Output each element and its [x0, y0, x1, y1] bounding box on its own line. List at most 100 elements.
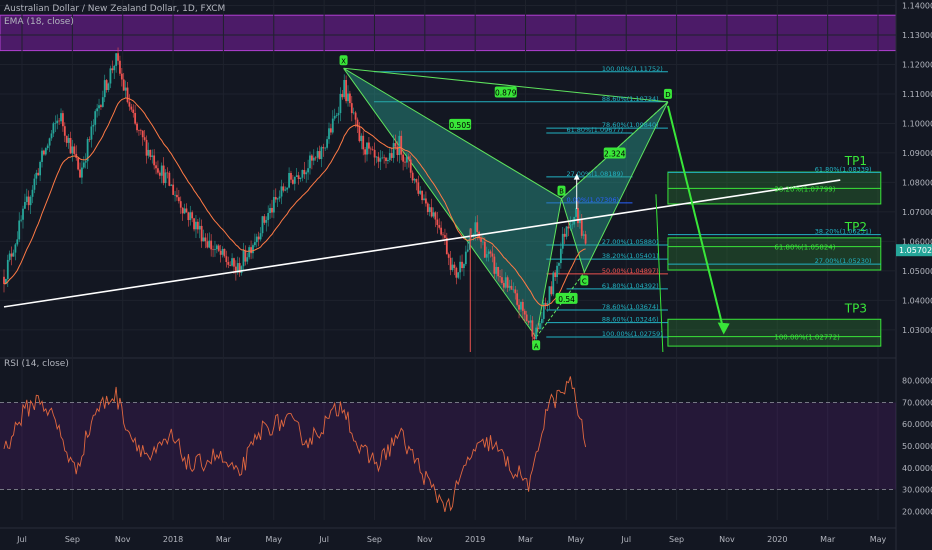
- candle-body: [170, 184, 173, 186]
- candle-body: [231, 258, 233, 266]
- candle-body: [177, 197, 180, 202]
- candle-body: [132, 109, 135, 113]
- candle-body: [253, 242, 256, 246]
- candle-body: [523, 310, 526, 315]
- ema-legend[interactable]: EMA (18, close): [4, 17, 74, 27]
- candle-body: [575, 208, 577, 217]
- candle-body: [440, 227, 443, 235]
- candle-body: [495, 266, 498, 274]
- candle-body: [183, 208, 186, 214]
- pattern-point-box: [663, 88, 672, 99]
- candle-body: [79, 169, 81, 178]
- candle-body: [341, 93, 344, 98]
- candle-body: [257, 236, 260, 240]
- candle-body: [577, 208, 579, 224]
- pattern-xd: [343, 67, 668, 103]
- candle-body: [272, 197, 275, 213]
- pattern-point-label: B: [559, 188, 564, 196]
- candle-body: [63, 126, 66, 136]
- candle-body: [301, 169, 304, 178]
- candle-body: [400, 135, 403, 155]
- target-label: TP3: [844, 301, 867, 315]
- candle-body: [368, 142, 370, 149]
- symbol-title[interactable]: Australian Dollar / New Zealand Dollar, …: [4, 4, 226, 14]
- candle-body: [493, 256, 496, 274]
- pattern-point-label: A: [534, 342, 539, 350]
- candle-body: [267, 212, 270, 221]
- candle-body: [413, 179, 416, 181]
- time-tick-label: May: [265, 535, 282, 544]
- candle-body: [396, 146, 399, 156]
- projection-arrow: [666, 105, 725, 331]
- price-tick-label: 1.03000: [902, 326, 932, 335]
- ratio-label: 0.54: [558, 295, 575, 304]
- candle-body: [37, 172, 40, 176]
- candle-body: [162, 165, 165, 184]
- candle-body: [67, 137, 70, 143]
- candle-body: [518, 304, 520, 310]
- candle-body: [41, 150, 43, 162]
- candle-body: [6, 259, 9, 279]
- candle-body: [409, 159, 412, 173]
- candle-body: [52, 123, 55, 134]
- candle-body: [246, 257, 249, 262]
- ratio-box: [555, 292, 578, 304]
- candle-body: [356, 119, 359, 127]
- candle-body: [329, 128, 332, 133]
- candle-body: [134, 112, 137, 124]
- candle-body: [27, 196, 30, 206]
- candle-body: [82, 162, 85, 168]
- time-tick-label: Jul: [620, 535, 631, 544]
- candle-body: [261, 216, 264, 234]
- candle-body: [295, 175, 298, 177]
- candle-body: [286, 187, 289, 190]
- time-tick-label: Mar: [216, 535, 232, 544]
- candle-body: [151, 155, 154, 157]
- candle-body: [115, 53, 118, 66]
- candle-body: [347, 93, 349, 102]
- candle-body: [126, 87, 129, 103]
- candle-body: [364, 149, 367, 155]
- rsi-tick-label: 70.0000: [902, 398, 932, 407]
- rsi-legend[interactable]: RSI (14, close): [4, 359, 69, 369]
- candle-body: [86, 139, 89, 162]
- candle-body: [548, 286, 551, 304]
- candle-body: [485, 254, 488, 258]
- candle-body: [466, 249, 469, 252]
- candle-body: [43, 150, 45, 155]
- candle-body: [290, 172, 292, 180]
- candle-body: [584, 234, 587, 244]
- candle-body: [582, 234, 585, 236]
- candle-body: [314, 157, 317, 159]
- candle-body: [360, 135, 363, 142]
- candle-body: [155, 165, 157, 169]
- fib-level-label: 78.60%(1.09840): [602, 121, 659, 129]
- candle-body: [345, 80, 348, 102]
- candle-body: [31, 189, 34, 197]
- candle-body: [187, 212, 190, 221]
- fib-level-label: 27.00%(1.05230): [815, 257, 872, 265]
- candle-body: [111, 68, 114, 71]
- candle-body: [84, 161, 87, 163]
- candle-body: [65, 135, 68, 143]
- candle-body: [404, 161, 406, 163]
- candle-body: [145, 139, 148, 156]
- candle-body: [504, 277, 507, 288]
- last-price-label: 1.05702: [899, 246, 932, 255]
- candle-body: [442, 234, 444, 236]
- candle-body: [274, 197, 277, 200]
- candle-body: [366, 142, 368, 155]
- price-tick-label: 1.09000: [902, 149, 932, 158]
- candle-body: [339, 93, 342, 114]
- rsi-tick-label: 30.0000: [902, 486, 932, 495]
- candle-body: [50, 133, 53, 139]
- target-zone: [667, 237, 882, 271]
- candle-body: [185, 208, 188, 213]
- candle-body: [282, 186, 285, 191]
- candle-body: [463, 264, 465, 269]
- candle-body: [14, 244, 17, 253]
- candle-body: [217, 245, 220, 251]
- candle-body: [480, 238, 482, 242]
